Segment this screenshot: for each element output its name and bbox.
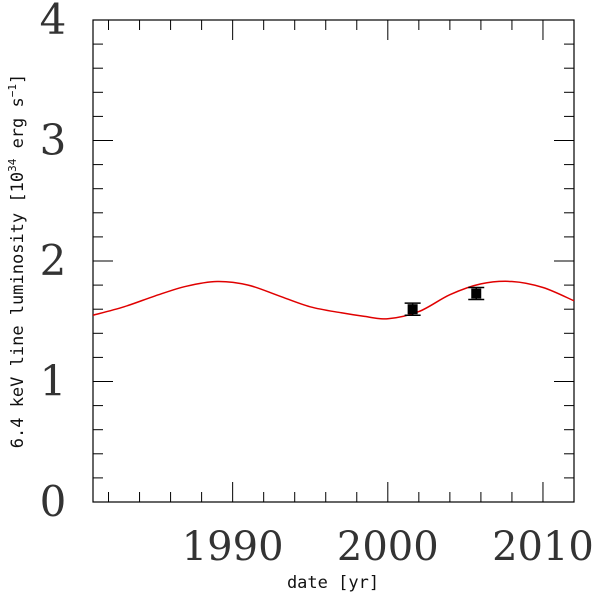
x-tick-labels: 1990 2000 2010	[182, 524, 594, 570]
y-tick-label: 3	[40, 116, 67, 165]
y-tick-label: 0	[40, 477, 67, 526]
x-tick-label: 2010	[492, 524, 594, 570]
x-tick-label: 2000	[337, 524, 439, 570]
data-marker	[407, 304, 418, 315]
observation-point	[404, 302, 421, 316]
y-tick-labels: 0 1 2 3 4	[40, 0, 67, 526]
plot-frame	[92, 19, 575, 503]
y-tick-label: 2	[40, 236, 67, 285]
axis-ticks	[93, 19, 575, 503]
observation-points	[404, 286, 485, 316]
y-tick-label: 1	[40, 357, 67, 406]
x-tick-label: 1990	[182, 524, 284, 570]
observation-point	[468, 286, 485, 301]
data-marker	[471, 288, 482, 299]
model-curve	[92, 280, 575, 320]
y-axis-label: 6.4 keV line luminosity [1034 erg s−1]	[6, 74, 28, 449]
y-tick-label: 4	[40, 0, 67, 44]
x-axis-label: date [yr]	[287, 573, 379, 593]
